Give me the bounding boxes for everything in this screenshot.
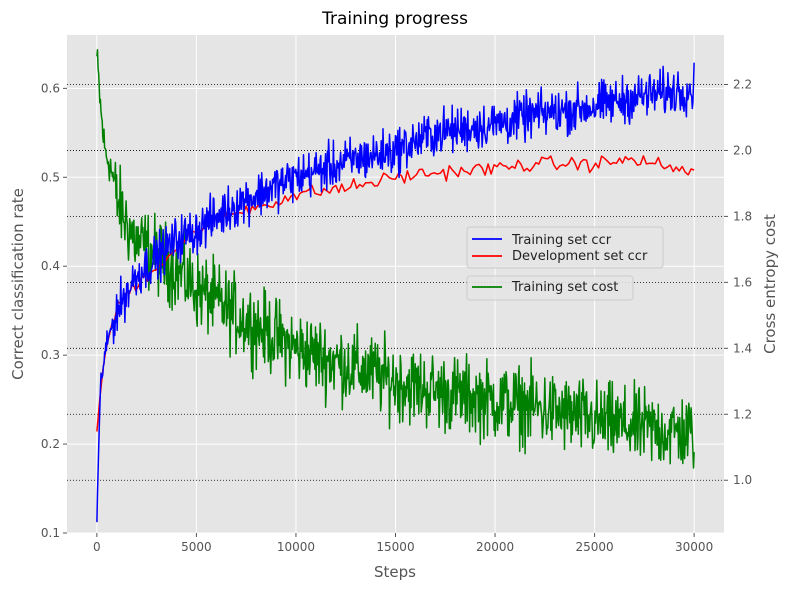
series-line-training-set-cost (96, 49, 695, 469)
x-tick-label: 0 (93, 540, 101, 554)
y-left-tick-label: 0.6 (41, 81, 60, 95)
y-right-tick-label: 1.0 (733, 473, 752, 487)
y-right-tick-label: 1.6 (733, 275, 752, 289)
legend-box-upper (466, 226, 664, 269)
legend-label-development-ccr: Development set ccr (512, 249, 648, 264)
y-right-tick-label: 1.2 (733, 407, 752, 421)
y-axis-left-label: Correct classification rate (9, 188, 27, 380)
series-line-training-set-ccr (96, 62, 695, 523)
y-left-tick-label: 0.2 (41, 437, 60, 451)
legend-label-training-cost: Training set cost (511, 280, 618, 295)
y-right-tick-label: 2.0 (733, 143, 752, 157)
y-left-tick-label: 0.5 (41, 170, 60, 184)
legend-label-training-ccr: Training set ccr (511, 233, 612, 248)
x-tick-label: 20000 (476, 540, 514, 554)
x-tick-label: 25000 (575, 540, 613, 554)
ticks: 0 5000 10000 15000 20000 25000 30000 0.1 0.2 0.3 0… (41, 77, 752, 554)
x-tick-label: 30000 (675, 540, 713, 554)
legend-box-lower (466, 275, 634, 301)
y-right-tick-label: 2.2 (733, 77, 752, 91)
chart-title: Training progress (321, 9, 468, 29)
y-right-tick-label: 1.4 (733, 341, 752, 355)
x-tick-label: 10000 (277, 540, 315, 554)
series-layer (96, 49, 695, 523)
y-left-tick-label: 0.1 (41, 526, 60, 540)
legend-upper: Training set ccr Development set ccr (466, 226, 664, 269)
y-left-tick-label: 0.4 (41, 259, 60, 273)
legend-lower: Training set cost (466, 275, 634, 301)
y-axis-right-label: Cross entropy cost (761, 214, 779, 354)
y-left-tick-label: 0.3 (41, 348, 60, 362)
x-tick-label: 5000 (181, 540, 212, 554)
y-right-tick-label: 1.8 (733, 209, 752, 223)
x-tick-label: 15000 (376, 540, 414, 554)
x-axis-label: Steps (374, 563, 416, 581)
